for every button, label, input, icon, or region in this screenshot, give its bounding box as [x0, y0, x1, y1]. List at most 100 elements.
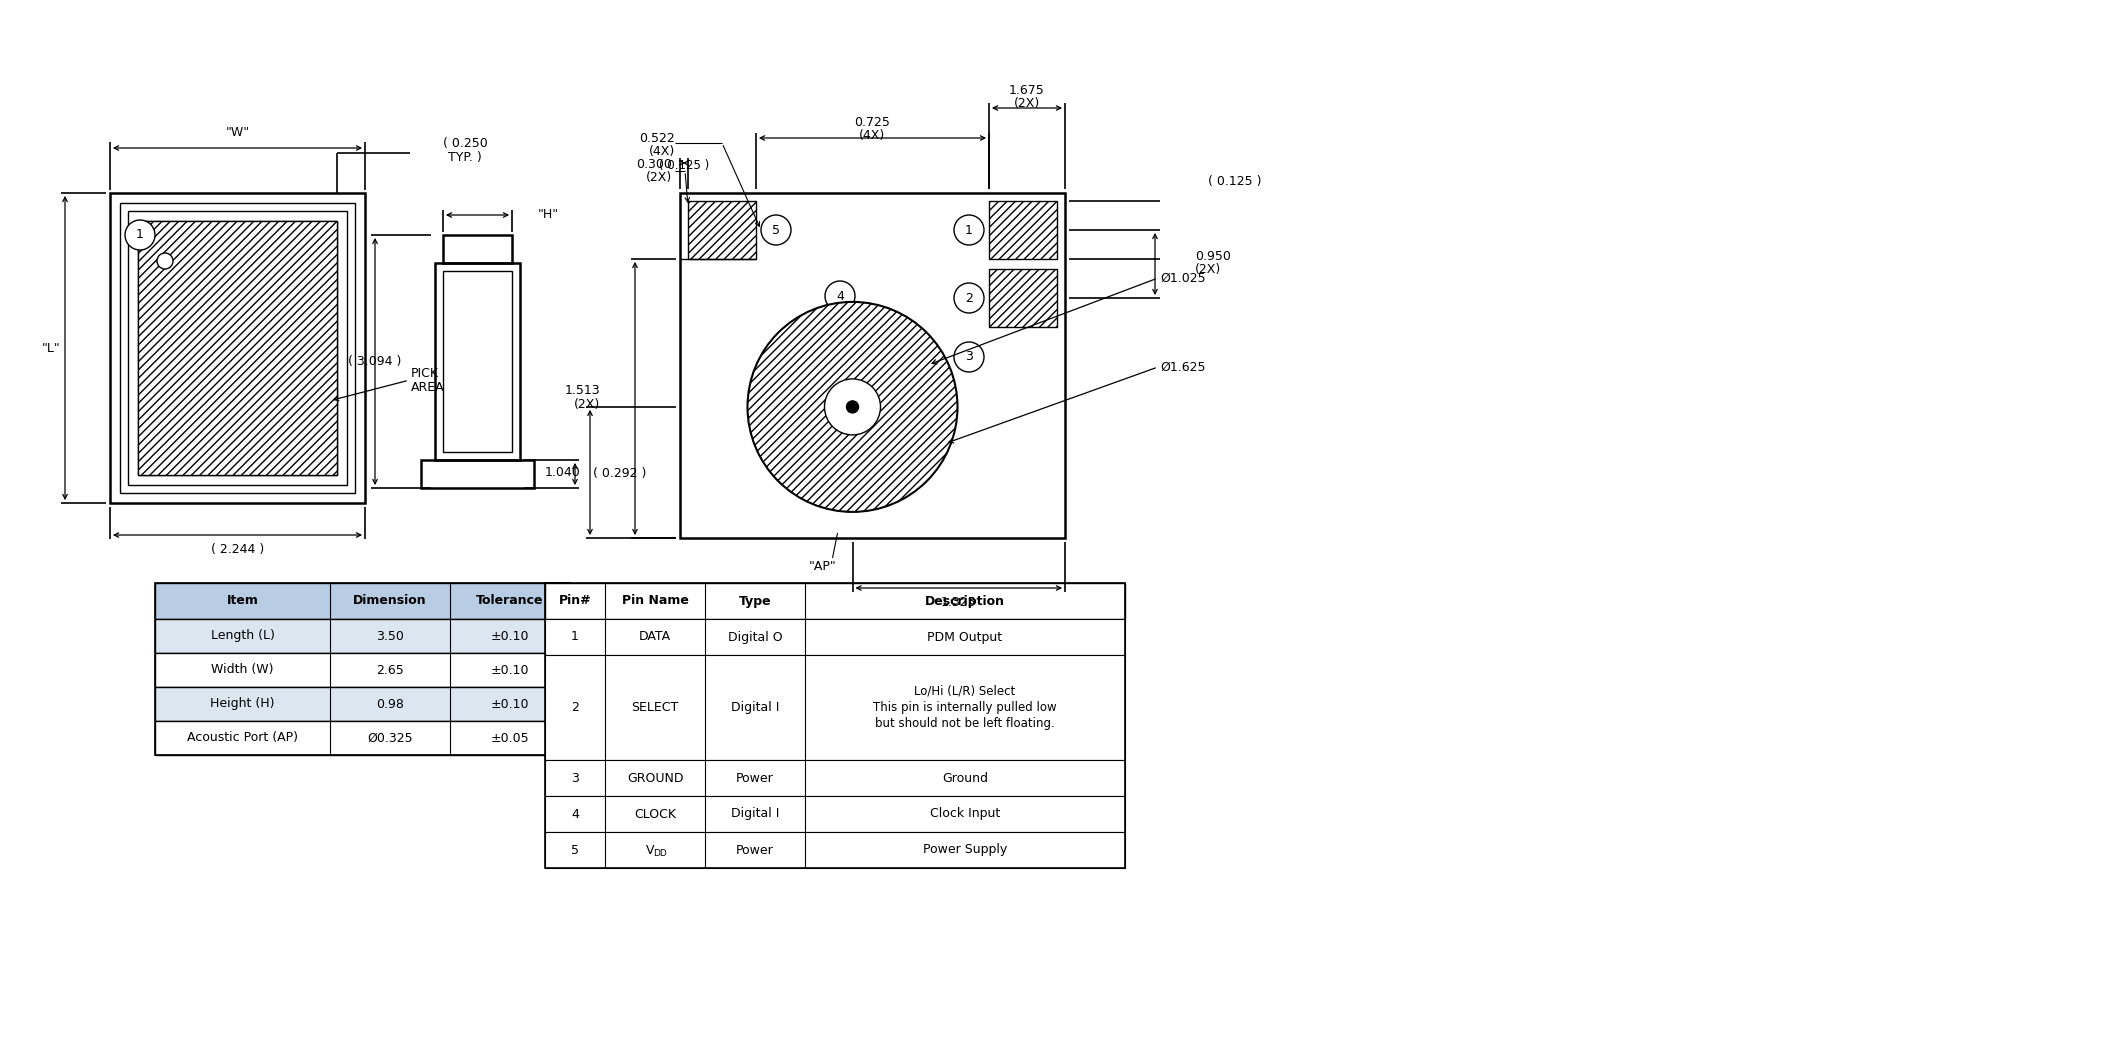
Text: (2X): (2X): [1014, 97, 1040, 109]
Text: 3: 3: [965, 351, 974, 364]
Text: 0.522: 0.522: [640, 132, 674, 145]
Bar: [544, 655, 1125, 760]
Bar: [989, 269, 1057, 327]
Bar: [544, 832, 1125, 868]
Text: 1.513: 1.513: [563, 384, 600, 396]
Text: Pin#: Pin#: [559, 594, 591, 607]
Text: (4X): (4X): [859, 129, 887, 141]
Text: 2.65: 2.65: [376, 663, 404, 676]
Text: 1.675: 1.675: [1010, 84, 1044, 97]
Text: 1.040: 1.040: [544, 466, 580, 479]
Text: 1: 1: [965, 223, 974, 236]
Text: Ground: Ground: [942, 772, 989, 784]
Text: SELECT: SELECT: [631, 701, 678, 714]
Text: ( 0.125 ): ( 0.125 ): [1208, 174, 1261, 187]
Circle shape: [955, 342, 984, 372]
Bar: [680, 193, 1065, 538]
Text: 0.725: 0.725: [855, 117, 891, 130]
Circle shape: [955, 283, 984, 313]
Text: Pin Name: Pin Name: [621, 594, 689, 607]
Bar: [155, 583, 570, 619]
Bar: [421, 460, 534, 488]
Text: 3.50: 3.50: [376, 629, 404, 642]
Circle shape: [846, 401, 859, 412]
Text: Ø1.625: Ø1.625: [1161, 360, 1205, 373]
Text: DATA: DATA: [640, 630, 672, 643]
Text: Lo/Hi (L/R) Select: Lo/Hi (L/R) Select: [914, 685, 1016, 698]
Text: Power: Power: [736, 844, 774, 857]
Bar: [155, 721, 570, 755]
Text: 5: 5: [572, 844, 578, 857]
Text: "AP": "AP": [808, 559, 836, 573]
Text: (4X): (4X): [648, 145, 674, 157]
Text: Description: Description: [925, 594, 1006, 607]
Text: Power Supply: Power Supply: [923, 844, 1008, 857]
Bar: [442, 235, 512, 263]
Bar: [442, 271, 512, 452]
Text: ( 0.250: ( 0.250: [442, 136, 487, 150]
Text: 1.325: 1.325: [942, 595, 976, 608]
Bar: [989, 201, 1057, 259]
Bar: [155, 619, 570, 653]
Text: Ø0.325: Ø0.325: [368, 731, 412, 744]
Text: ±0.05: ±0.05: [491, 731, 529, 744]
Text: but should not be left floating.: but should not be left floating.: [876, 718, 1054, 730]
Text: ±0.10: ±0.10: [491, 663, 529, 676]
Text: ( 0.292 ): ( 0.292 ): [593, 468, 646, 480]
Text: GROUND: GROUND: [627, 772, 682, 784]
Text: Power: Power: [736, 772, 774, 784]
Text: 1: 1: [572, 630, 578, 643]
Circle shape: [157, 253, 172, 269]
Text: 0.950: 0.950: [1195, 250, 1231, 263]
Circle shape: [825, 281, 855, 311]
Text: Clock Input: Clock Input: [929, 808, 999, 821]
Bar: [155, 653, 570, 687]
Text: PICK: PICK: [410, 367, 438, 379]
Text: "L": "L": [43, 341, 60, 354]
Bar: [155, 583, 570, 755]
Text: Tolerance: Tolerance: [476, 594, 544, 607]
Text: "W": "W": [225, 126, 249, 139]
Text: Type: Type: [738, 594, 772, 607]
Text: Digital I: Digital I: [731, 701, 780, 714]
Bar: [138, 221, 338, 475]
Text: CLOCK: CLOCK: [634, 808, 676, 821]
Text: V: V: [646, 844, 655, 857]
Bar: [544, 796, 1125, 832]
Text: Length (L): Length (L): [210, 629, 274, 642]
Text: Height (H): Height (H): [210, 697, 274, 710]
Text: Ø1.025: Ø1.025: [1161, 271, 1205, 285]
Circle shape: [761, 215, 791, 244]
Text: 4: 4: [572, 808, 578, 821]
Text: TYP. ): TYP. ): [449, 151, 483, 164]
Text: 2: 2: [572, 701, 578, 714]
Text: Item: Item: [227, 594, 259, 607]
Text: (2X): (2X): [1195, 264, 1220, 276]
Text: (2X): (2X): [574, 398, 600, 411]
Text: ±0.10: ±0.10: [491, 629, 529, 642]
Text: 4: 4: [836, 289, 844, 303]
Text: This pin is internally pulled low: This pin is internally pulled low: [874, 701, 1057, 714]
Bar: [138, 221, 338, 475]
Text: PDM Output: PDM Output: [927, 630, 1003, 643]
Circle shape: [955, 215, 984, 244]
Text: 1: 1: [136, 229, 145, 241]
Text: Digital O: Digital O: [727, 630, 782, 643]
Text: ( 0.125 ): ( 0.125 ): [659, 158, 710, 171]
Text: Acoustic Port (AP): Acoustic Port (AP): [187, 731, 298, 744]
Text: "H": "H": [538, 208, 559, 221]
Text: (2X): (2X): [646, 171, 672, 185]
Bar: [111, 193, 366, 503]
Text: 5: 5: [772, 223, 780, 236]
Text: 0.300: 0.300: [636, 158, 672, 171]
Bar: [689, 201, 757, 259]
Text: Width (W): Width (W): [210, 663, 274, 676]
Text: ±0.10: ±0.10: [491, 697, 529, 710]
Text: 2: 2: [965, 291, 974, 304]
Text: Dimension: Dimension: [353, 594, 427, 607]
Bar: [436, 263, 521, 460]
Bar: [155, 687, 570, 721]
Bar: [119, 203, 355, 493]
Bar: [128, 210, 347, 485]
Bar: [544, 583, 1125, 868]
